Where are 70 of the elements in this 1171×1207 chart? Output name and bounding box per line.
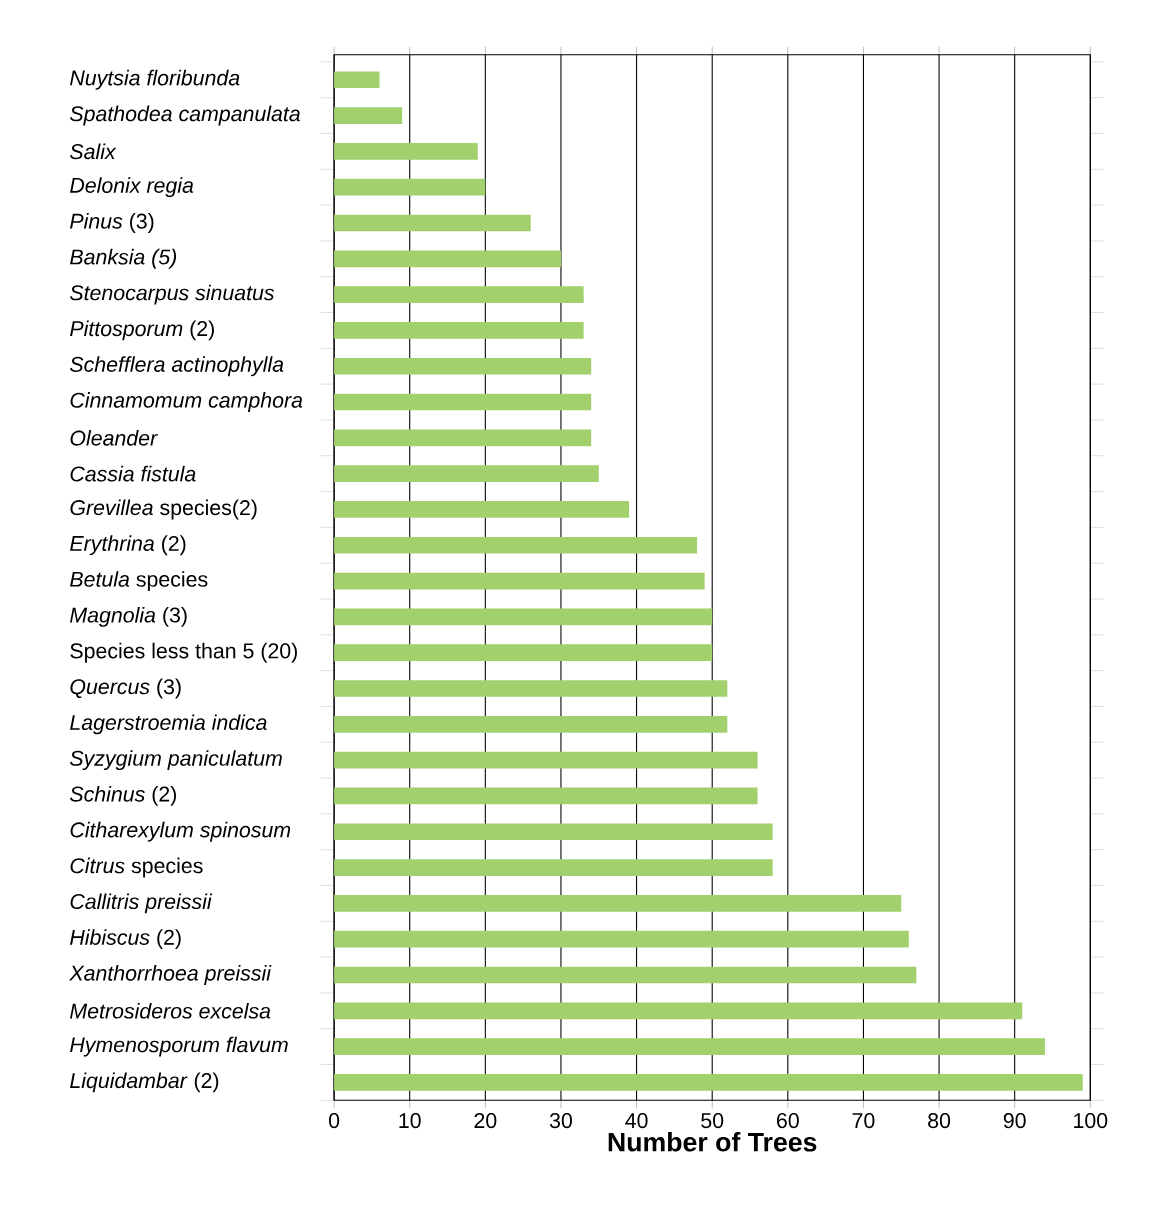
bar <box>334 859 773 876</box>
y-tick-label: Nuytsia floribunda <box>70 69 240 90</box>
bar <box>334 680 728 697</box>
y-tick-label: Hymenosporum flavum <box>70 1036 288 1057</box>
bar <box>334 107 403 124</box>
x-tick-label: 60 <box>777 1113 799 1129</box>
bar <box>334 429 592 447</box>
bar <box>334 214 531 232</box>
y-tick-label: Spathodea campanulata <box>70 105 300 126</box>
x-tick-label: 50 <box>701 1113 724 1129</box>
bar <box>334 787 758 805</box>
bar <box>334 178 486 196</box>
bar <box>334 1038 1045 1055</box>
y-tick-label: Stenocarpus sinuatus <box>70 284 275 305</box>
bar <box>334 465 599 482</box>
y-tick-label: Banksia (5) <box>70 248 177 269</box>
y-tick-label: Cinnamomum camphora <box>70 392 303 412</box>
bar <box>334 823 773 841</box>
bar <box>334 751 758 769</box>
y-tick-label: Cassia fistula <box>70 465 196 482</box>
bar <box>334 895 902 912</box>
x-axis-title: Number of Trees <box>608 1131 817 1152</box>
y-tick-label: Hibiscus (2) <box>70 929 181 950</box>
x-tick-label: 100 <box>1074 1113 1108 1129</box>
x-tick-label: 90 <box>1003 1113 1026 1129</box>
y-tick-label: Pinus (3) <box>70 213 154 233</box>
bar <box>334 572 705 590</box>
bar <box>334 1002 1023 1020</box>
y-tick-label: Metrosideros excelsa <box>70 1002 271 1019</box>
y-tick-label: Salix <box>70 143 117 160</box>
x-tick-label: 0 <box>328 1113 340 1129</box>
bar <box>334 286 584 303</box>
y-tick-label: Magnolia (3) <box>70 606 187 627</box>
bar <box>334 250 561 268</box>
bar <box>334 644 713 662</box>
x-tick-label: 80 <box>928 1113 951 1129</box>
bar <box>334 357 592 375</box>
y-tick-label: Quercus (3) <box>70 678 181 699</box>
bar <box>334 71 380 89</box>
y-tick-label: Grevillea species(2) <box>70 499 257 520</box>
x-tick-label: 20 <box>474 1113 497 1129</box>
x-tick-label: 40 <box>625 1113 648 1129</box>
x-tick-label: 30 <box>549 1113 572 1129</box>
bar <box>334 322 584 339</box>
y-tick-label: Liquidambar (2) <box>70 1072 219 1093</box>
bar <box>334 715 728 733</box>
y-tick-label: Schinus (2) <box>70 786 176 806</box>
y-tick-label: Callitris preissii <box>70 893 213 914</box>
bar <box>334 143 478 160</box>
y-tick-label: Xanthorrhoea preissii <box>69 965 272 985</box>
y-tick-label: Citharexylum spinosum <box>70 821 291 842</box>
x-tick-label: 70 <box>852 1113 875 1129</box>
y-tick-label: Lagerstroemia indica <box>70 714 267 735</box>
bar <box>334 1074 1083 1091</box>
bar <box>334 393 592 411</box>
y-tick-label: Citrus species <box>70 857 203 878</box>
y-tick-label: Erythrina (2) <box>70 535 186 556</box>
y-tick-label: Betula species <box>70 571 208 592</box>
x-tick-label: 10 <box>399 1113 421 1129</box>
bar <box>334 608 713 626</box>
y-tick-label: Syzygium paniculatum <box>70 750 282 771</box>
y-tick-label: Schefflera actinophylla <box>70 356 284 377</box>
bar <box>334 501 630 518</box>
bar <box>334 536 698 554</box>
y-tick-label: Pittosporum (2) <box>70 320 214 341</box>
bar <box>334 930 909 948</box>
y-tick-label: Species less than 5 (20) <box>70 642 297 663</box>
bar <box>334 966 917 984</box>
y-tick-label: Delonix regia <box>70 177 194 198</box>
y-tick-label: Oleander <box>70 430 158 446</box>
